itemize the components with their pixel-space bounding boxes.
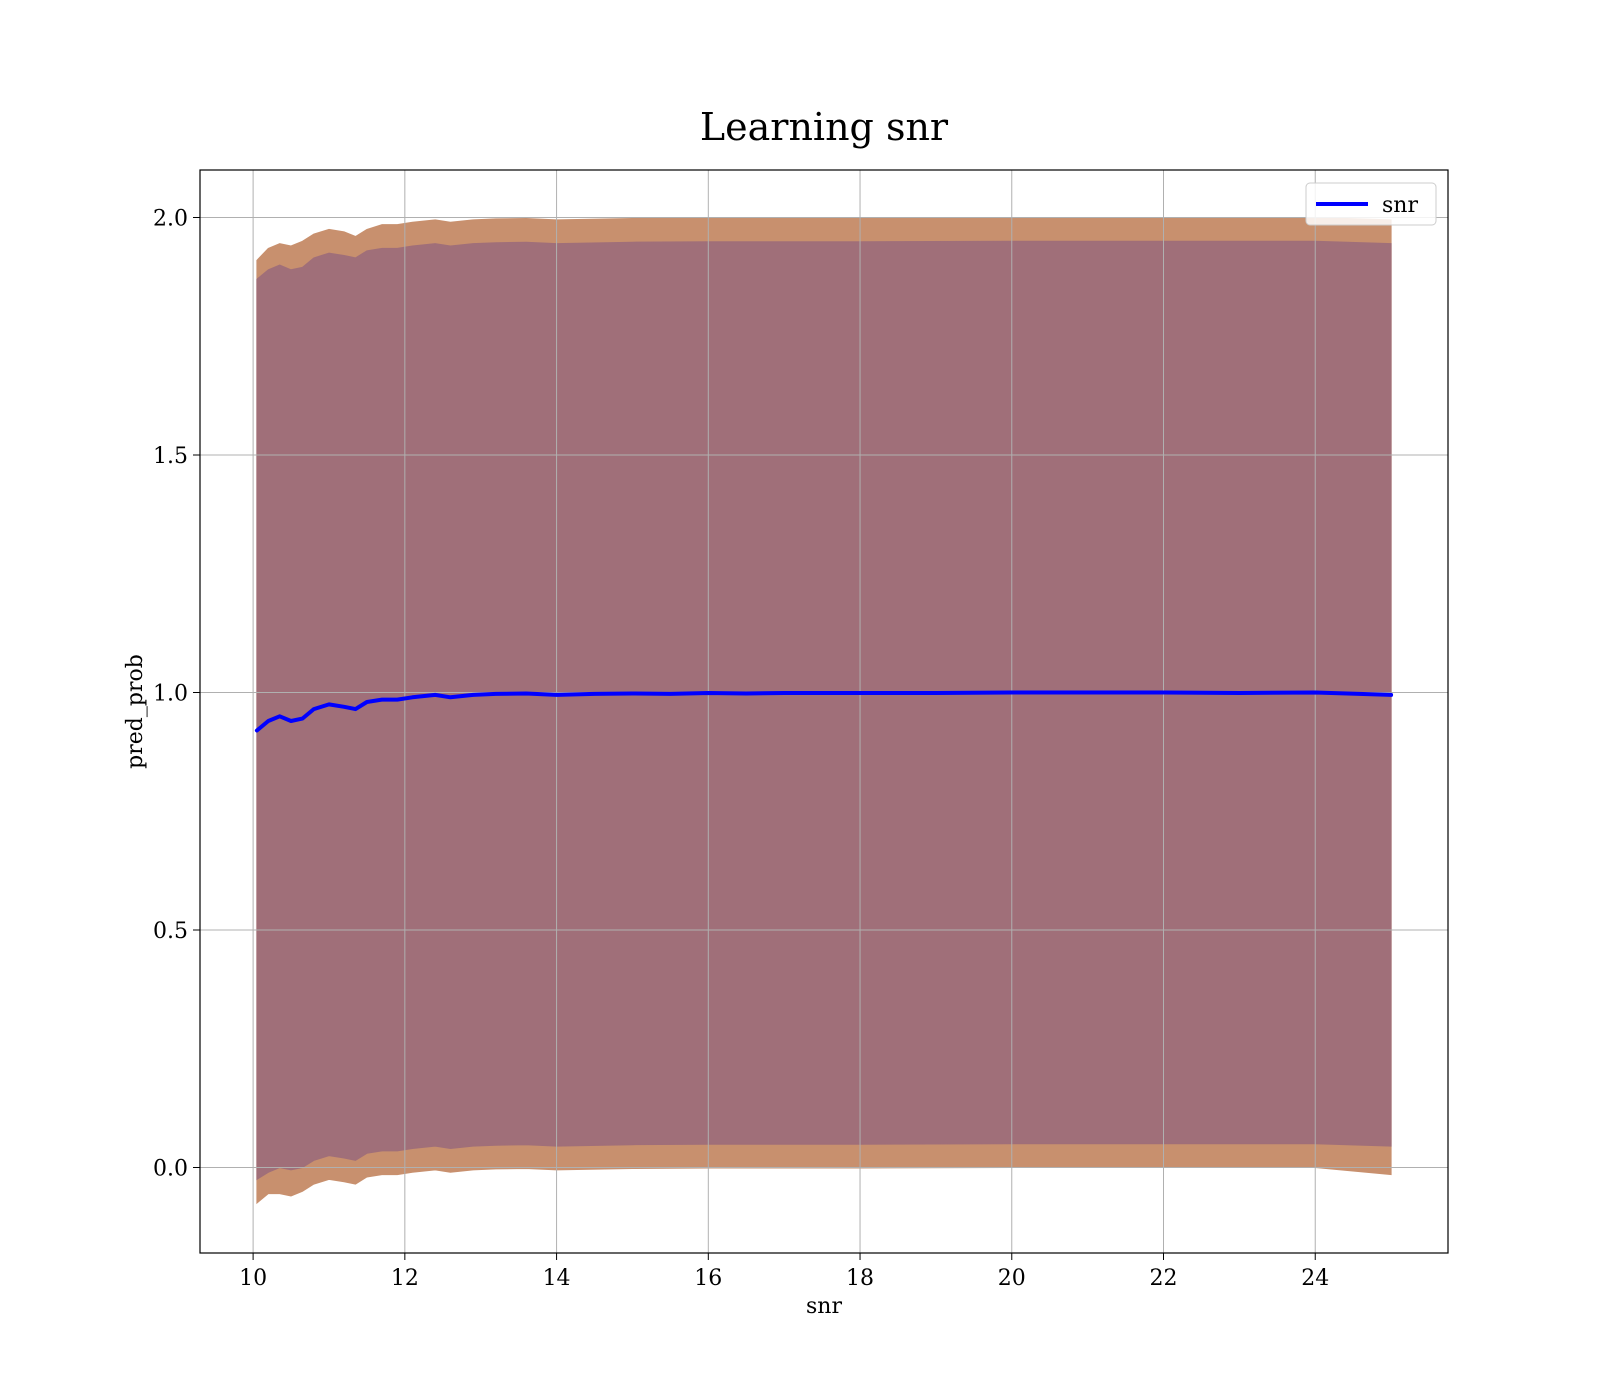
confidence-bands [256, 217, 1392, 1205]
x-tick-label: 18 [846, 1266, 874, 1291]
confidence-band-1 [256, 240, 1392, 1181]
legend: snr [1305, 182, 1437, 226]
plot-area-frame [199, 169, 1449, 1254]
y-tick-label: 1.5 [153, 444, 188, 469]
y-axis-label: pred_prob [123, 654, 148, 769]
y-tick-label: 2.0 [153, 207, 188, 232]
y-axis: 0.0 0.5 1.0 1.5 2.0 [153, 207, 200, 1182]
x-tick-label: 14 [543, 1266, 571, 1291]
y-tick-label: 0.5 [153, 919, 188, 944]
legend-box [1305, 182, 1437, 226]
x-tick-label: 12 [391, 1266, 419, 1291]
x-axis-label: snr [806, 1294, 842, 1319]
x-tick-label: 16 [694, 1266, 722, 1291]
x-tick-label: 22 [1150, 1266, 1178, 1291]
x-tick-label: 10 [239, 1266, 267, 1291]
x-axis: 10 12 14 16 18 20 22 24 [239, 1253, 1329, 1291]
x-tick-label: 20 [998, 1266, 1026, 1291]
chart-title: Learning snr [700, 105, 949, 149]
y-tick-label: 1.0 [153, 682, 188, 707]
series-lines [254, 690, 1394, 733]
x-tick-label: 24 [1301, 1266, 1329, 1291]
legend-label-snr: snr [1382, 193, 1418, 218]
y-tick-label: 0.0 [153, 1157, 188, 1182]
series-line-snr [254, 690, 1394, 733]
